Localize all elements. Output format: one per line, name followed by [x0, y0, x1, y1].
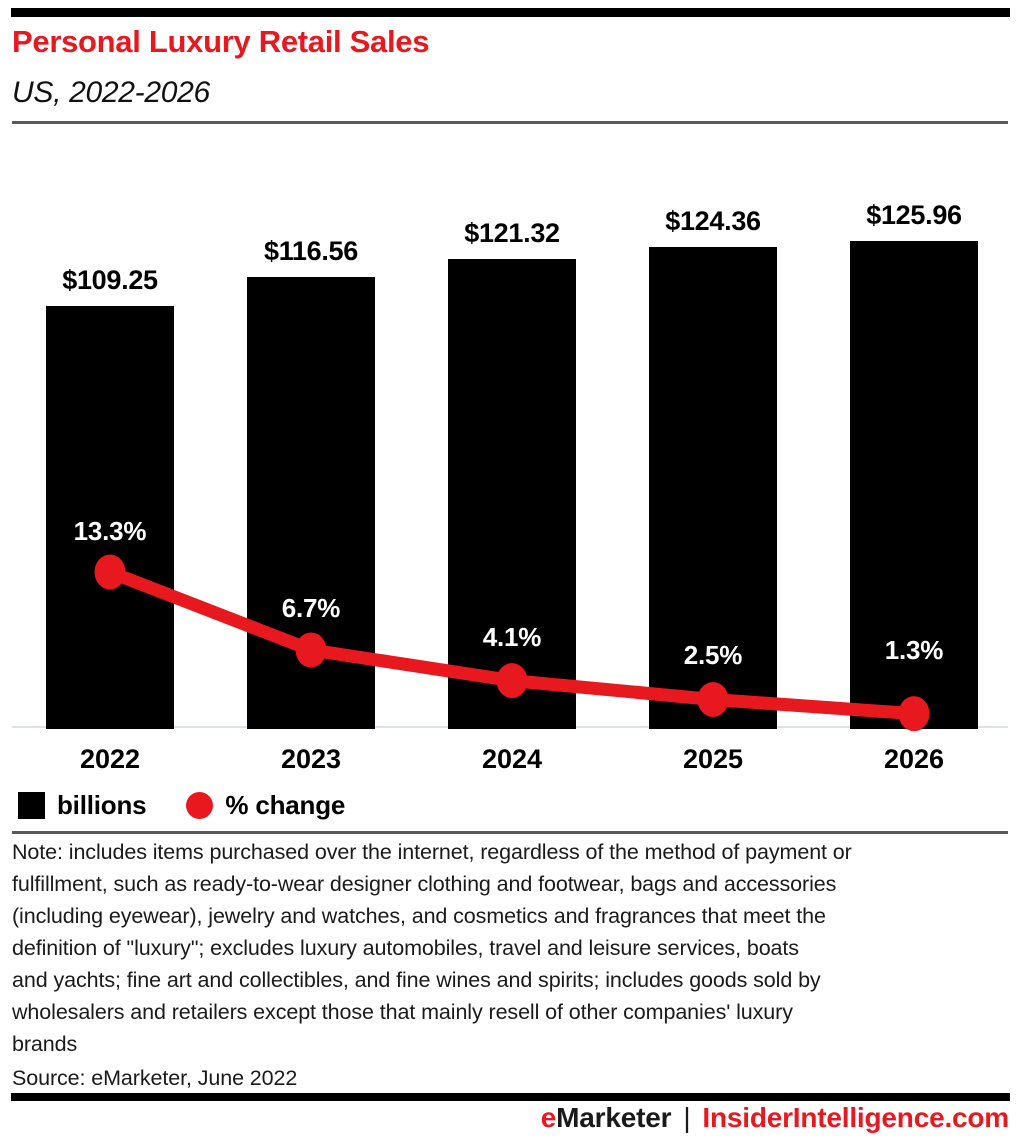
note-text: Note: includes items purchased over the … [12, 840, 852, 1056]
source-text: Source: eMarketer, June 2022 [12, 1066, 298, 1090]
header-divider [12, 121, 1008, 124]
pct-change-label-2026: 1.3% [884, 635, 944, 665]
legend-label-pct-change: % change [225, 789, 346, 820]
footer-accent-bar [11, 1093, 1010, 1101]
x-axis-label-2025: 2025 [682, 744, 744, 774]
bar-value-label-2024: $121.32 [464, 217, 560, 248]
pct-change-label-2023: 6.7% [281, 593, 341, 623]
insiderintelligence-link[interactable]: InsiderIntelligence.com [702, 1102, 1009, 1133]
bar-value-label-2023: $116.56 [263, 236, 358, 267]
billions-swatch-icon [18, 791, 45, 819]
bar-value-label-2022: $109.25 [62, 264, 158, 295]
footer-branding: eMarketer | InsiderIntelligence.com [541, 1102, 1009, 1134]
bar-2023 [247, 277, 375, 729]
pct-change-label-2024: 4.1% [482, 622, 542, 652]
chart-legend: billions % change [18, 790, 345, 820]
legend-label-billions: billions [57, 789, 147, 820]
legend-divider [12, 831, 1008, 834]
x-axis-label-2023: 2023 [280, 744, 342, 774]
bar-value-label-2025: $124.36 [665, 205, 761, 236]
chart-subtitle: US, 2022-2026 [12, 76, 210, 109]
bar-2024 [448, 258, 576, 729]
x-axis-label-2024: 2024 [481, 744, 543, 774]
x-axis-label-2026: 2026 [883, 744, 945, 774]
pct-change-label-2022: 13.3% [73, 516, 147, 546]
pct-change-swatch-icon [186, 791, 214, 819]
chart-title: Personal Luxury Retail Sales [12, 24, 430, 59]
bar-value-label-2026: $125.96 [866, 199, 962, 230]
emarketer-logo-e: e [540, 1102, 557, 1133]
top-accent-bar [11, 8, 1010, 17]
x-axis-label-2022: 2022 [79, 744, 141, 774]
footer-separator: | [683, 1102, 691, 1133]
emarketer-logo-rest: Marketer [556, 1102, 672, 1133]
pct-change-label-2025: 2.5% [683, 640, 743, 670]
